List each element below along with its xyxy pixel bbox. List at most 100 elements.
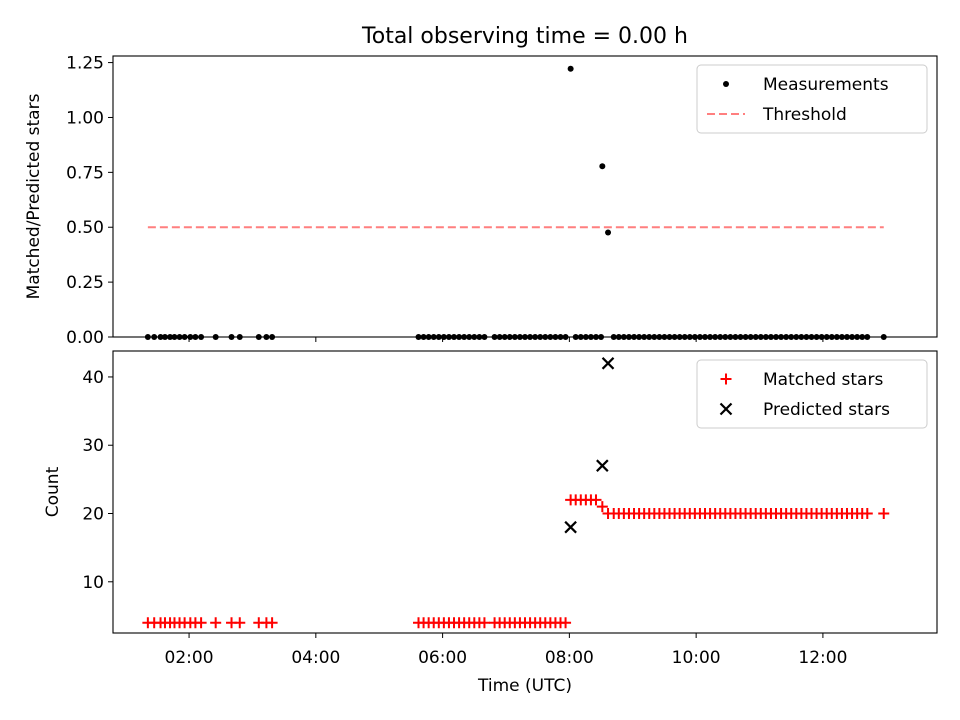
measurement-point [506, 334, 513, 340]
measurement-point [198, 334, 205, 340]
legend-marker-dot [723, 81, 729, 87]
y-tick-label: 30 [82, 436, 104, 456]
measurement-point [864, 334, 871, 340]
matched-star-point [210, 617, 222, 629]
measurement-point [471, 334, 478, 340]
y-axis-label: Matched/Predicted stars [24, 93, 44, 299]
measurement-point [707, 334, 714, 340]
measurement-point [587, 334, 594, 340]
series-measurements [144, 65, 887, 340]
measurement-point [798, 334, 805, 340]
measurement-point [167, 334, 174, 340]
chart-title: Total observing time = 0.00 h [361, 24, 688, 49]
legend: Measurements Threshold [696, 64, 928, 134]
measurement-point [818, 334, 825, 340]
measurement-point [838, 334, 845, 340]
measurement-point [880, 334, 887, 340]
measurement-point [686, 334, 693, 340]
measurement-point [187, 334, 194, 340]
predicted-star-point [564, 520, 577, 534]
measurement-point [511, 334, 518, 340]
matched-star-point [234, 617, 246, 629]
y-tick-label: 40 [82, 368, 104, 388]
measurement-point [171, 334, 178, 340]
measurement-point [491, 334, 498, 340]
y-tick-label: 0.25 [66, 273, 104, 293]
predicted-star-point [596, 459, 609, 472]
measurement-point [823, 334, 830, 340]
measurement-point [651, 334, 658, 340]
measurement-point [646, 334, 653, 340]
x-axis-label: Time (UTC) [477, 676, 572, 696]
legend-marker-plus [720, 373, 732, 385]
x-tick-label: 08:00 [545, 648, 594, 668]
measurement-point [435, 334, 442, 340]
measurement-point [440, 334, 447, 340]
measurement-point [532, 334, 539, 340]
measurement-point [747, 334, 754, 340]
matched-star-point [878, 508, 890, 520]
measurement-point [557, 334, 564, 340]
measurement-point [813, 334, 820, 340]
bottom-panel: 10 20 30 40 02:00 04:00 06:00 08:00 10:00 12:00 Co… [43, 350, 938, 696]
measurement-point [859, 334, 866, 340]
measurement-point [599, 163, 606, 170]
matched-star-point [266, 617, 278, 629]
y-tick-label: 10 [82, 573, 104, 593]
plot-area-frame [112, 350, 938, 634]
measurement-point [732, 334, 739, 340]
measurement-point [666, 334, 673, 340]
measurement-point [752, 334, 759, 340]
measurement-point [778, 334, 785, 340]
measurement-point [430, 334, 437, 340]
measurement-point [228, 334, 235, 340]
measurement-point [636, 334, 643, 340]
measurement-point [712, 334, 719, 340]
measurement-point [522, 334, 528, 340]
measurement-point [501, 334, 508, 340]
measurement-point [854, 334, 861, 340]
measurement-point [843, 334, 850, 340]
measurement-point [161, 334, 168, 340]
measurement-point [783, 334, 790, 340]
measurement-point [615, 334, 622, 340]
measurement-point [598, 334, 605, 340]
measurement-point [466, 334, 473, 340]
measurement-point [451, 334, 458, 340]
measurement-point [696, 334, 703, 340]
measurement-point [656, 334, 663, 340]
top-panel: 0.00 0.25 0.50 0.75 1.00 1.25 Matched/Predicte… [24, 54, 938, 348]
measurement-point [527, 334, 534, 340]
measurement-point [631, 334, 638, 340]
measurement-point [192, 334, 199, 340]
x-tick-label: 06:00 [418, 648, 467, 668]
measurement-point [788, 334, 795, 340]
legend: Matched stars Predicted stars [696, 359, 928, 429]
measurement-point [516, 334, 523, 340]
measurement-point [828, 334, 835, 340]
measurement-point [793, 334, 800, 340]
measurement-point [620, 334, 627, 340]
measurement-point [757, 334, 764, 340]
measurement-point [496, 334, 503, 340]
legend-label: Predicted stars [763, 400, 890, 420]
legend-box [696, 64, 928, 134]
measurement-point [456, 334, 463, 340]
measurement-point [610, 334, 617, 340]
measurement-point [582, 334, 589, 340]
matched-star-point [861, 508, 873, 520]
measurement-point [255, 334, 262, 340]
measurement-point [181, 334, 188, 340]
matched-star-point [478, 617, 490, 629]
measurement-point [157, 334, 164, 340]
measurement-point [727, 334, 734, 340]
matched-star-point [596, 501, 608, 513]
predicted-star-point [601, 357, 615, 370]
measurement-point [415, 334, 422, 340]
measurement-point [542, 334, 549, 340]
measurement-point [737, 334, 744, 340]
matched-star-point [195, 617, 207, 629]
matched-star-point [590, 494, 602, 506]
measurement-point [767, 334, 774, 340]
measurement-point [762, 334, 769, 340]
